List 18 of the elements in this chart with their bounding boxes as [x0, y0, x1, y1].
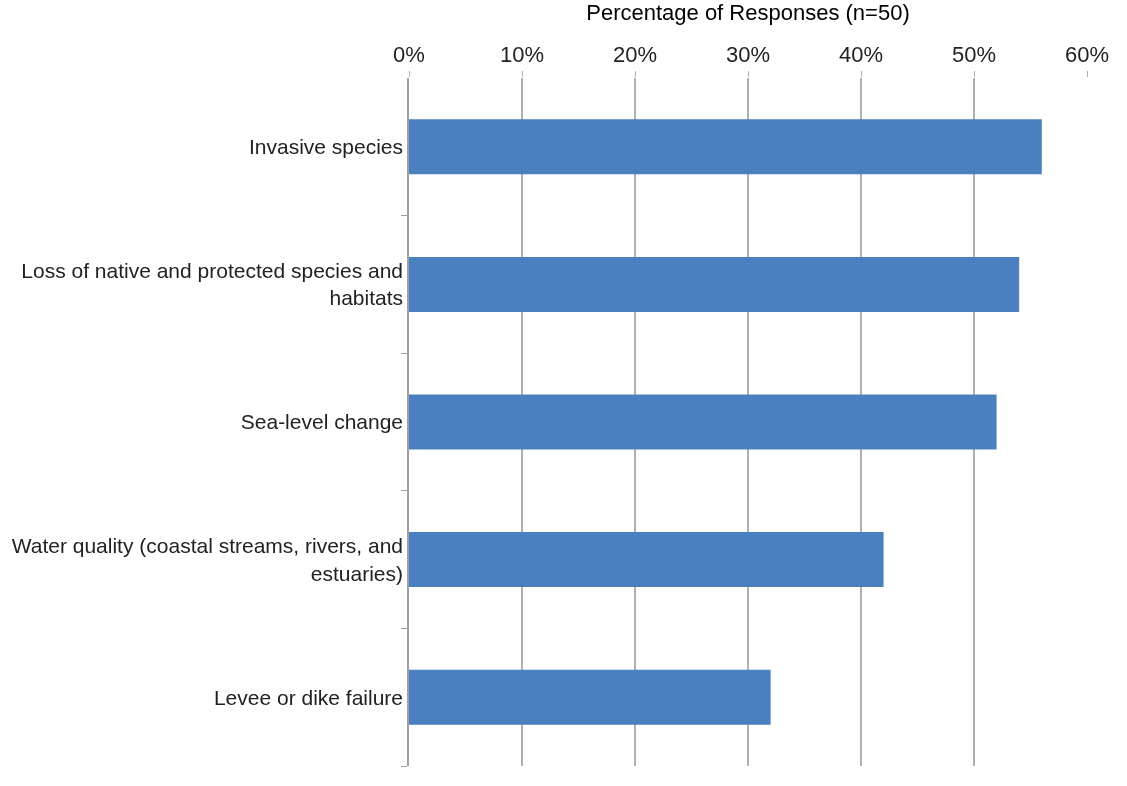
x-tick-label: 30% — [725, 42, 771, 68]
bar — [409, 532, 884, 588]
x-tick-label: 60% — [1064, 42, 1110, 68]
bar — [409, 256, 1020, 312]
x-tick-label: 20% — [612, 42, 658, 68]
x-axis-title: Percentage of Responses (n=50) — [586, 0, 910, 25]
x-tick-label: 40% — [838, 42, 884, 68]
bar — [409, 669, 771, 725]
x-tick-label: 50% — [951, 42, 997, 68]
y-tick-label: Water quality (coastal streams, rivers, and estuaries) — [11, 534, 404, 585]
bar — [409, 119, 1042, 175]
y-tick-label: Loss of native and protected species and habitats — [21, 259, 404, 310]
x-tick-label: 0% — [393, 42, 425, 68]
y-tick-label: Sea-level change — [240, 410, 404, 434]
x-tick-label: 10% — [499, 42, 545, 68]
y-tick-label: Invasive species — [248, 135, 404, 159]
bar — [409, 394, 997, 450]
y-tick-label: Levee or dike failure — [213, 685, 404, 709]
